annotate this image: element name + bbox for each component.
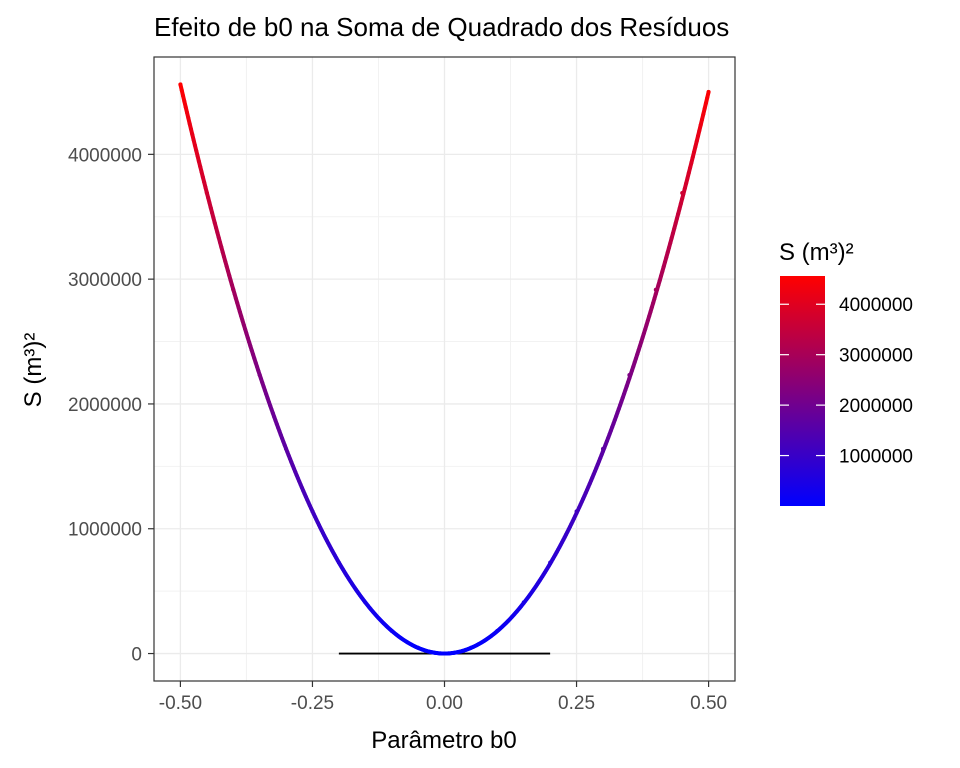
data-point — [310, 509, 315, 514]
color-legend: S (m³)² 1000000 2000000 3000000 4000000 — [779, 239, 913, 506]
data-point — [680, 191, 685, 196]
legend-title: S (m³)² — [779, 239, 854, 266]
data-point — [600, 446, 605, 451]
data-point — [363, 600, 368, 605]
legend-label: 1000000 — [839, 447, 913, 468]
data-point — [521, 600, 526, 605]
y-axis-title: S (m³)² — [20, 333, 47, 408]
data-point — [706, 89, 711, 94]
x-tick-label: 0.25 — [558, 693, 595, 714]
data-point — [416, 645, 421, 650]
data-point — [653, 287, 658, 292]
legend-colorbar — [780, 276, 825, 506]
data-layer — [178, 82, 711, 656]
y-tick-label: 3000000 — [68, 270, 142, 291]
data-point — [257, 372, 262, 377]
data-point — [442, 651, 447, 656]
x-tick-label: -0.50 — [159, 693, 202, 714]
y-axis: 0 1000000 2000000 3000000 4000000 — [68, 145, 154, 666]
x-tick-label: -0.25 — [291, 693, 334, 714]
x-tick-label: 0.00 — [426, 693, 463, 714]
y-tick-label: 1000000 — [68, 520, 142, 541]
chart-title: Efeito de b0 na Soma de Quadrado dos Res… — [154, 12, 729, 42]
legend-ticks: 1000000 2000000 3000000 4000000 — [780, 295, 913, 468]
data-point — [627, 372, 632, 377]
data-point — [389, 628, 394, 633]
data-point — [468, 645, 473, 650]
legend-label: 3000000 — [839, 346, 913, 367]
data-point — [495, 628, 500, 633]
data-point — [336, 560, 341, 565]
y-tick-label: 0 — [131, 645, 142, 666]
data-point — [548, 560, 553, 565]
y-tick-label: 4000000 — [68, 145, 142, 166]
legend-label: 2000000 — [839, 396, 913, 417]
data-point — [231, 287, 236, 292]
y-tick-label: 2000000 — [68, 395, 142, 416]
x-axis: -0.50 -0.25 0.00 0.25 0.50 — [159, 681, 727, 714]
legend-label: 4000000 — [839, 295, 913, 316]
data-point — [204, 191, 209, 196]
data-point — [284, 446, 289, 451]
data-point — [178, 82, 183, 87]
x-axis-title: Parâmetro b0 — [371, 727, 516, 754]
x-tick-label: 0.50 — [690, 693, 727, 714]
data-point — [574, 509, 579, 514]
